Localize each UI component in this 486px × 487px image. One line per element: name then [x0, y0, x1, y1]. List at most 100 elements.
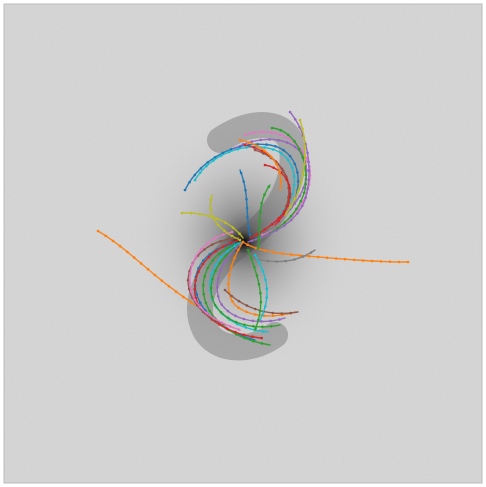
tracing-point — [275, 162, 278, 166]
tracing-point — [253, 265, 256, 269]
tracing-point — [361, 259, 365, 262]
tracing-point — [334, 257, 338, 260]
tracing-point — [234, 246, 238, 250]
tracing-point — [220, 303, 223, 306]
tracing-point — [302, 186, 305, 190]
tracing-point — [277, 216, 281, 220]
tracing-point — [282, 224, 286, 227]
tracing-point — [288, 195, 292, 199]
tracing-point — [293, 202, 297, 205]
tracing-point — [253, 148, 257, 152]
tracing-point — [300, 149, 304, 152]
tracing-point — [223, 229, 226, 233]
tracing-point — [246, 243, 249, 246]
tracing-point — [270, 131, 273, 134]
image-border — [3, 3, 483, 484]
tracing-point — [258, 309, 262, 313]
tracing-point — [293, 162, 297, 166]
tracing-point — [255, 274, 259, 277]
tracing-point — [219, 154, 223, 157]
tracing-point — [263, 163, 267, 167]
tracing-point — [244, 189, 247, 192]
tracing-point — [296, 171, 299, 174]
tracing-point — [298, 125, 301, 129]
tracing-point — [304, 173, 308, 177]
tracing-point — [290, 253, 293, 256]
tracing-line — [216, 241, 286, 323]
tracing-point — [295, 207, 298, 211]
tracing-point — [245, 197, 248, 201]
tracing-point — [188, 180, 191, 184]
tracing-point — [243, 133, 247, 137]
tracing-point — [300, 204, 304, 208]
tracing-point — [245, 310, 248, 314]
tracing-point — [208, 309, 212, 313]
tracing-point — [219, 311, 223, 314]
tracing-point — [216, 277, 220, 280]
tracing-point — [209, 198, 213, 201]
tracing-point — [250, 140, 254, 143]
tracing-point — [217, 323, 221, 326]
tracing-point — [146, 267, 150, 271]
tracing-point — [193, 178, 197, 182]
tracing-point — [287, 133, 290, 137]
tracing-point — [289, 311, 293, 315]
tracing-point — [238, 238, 242, 242]
tracing-line — [209, 194, 241, 241]
tracing-point — [254, 246, 258, 250]
tracing-point — [260, 342, 264, 345]
tracing-point — [287, 137, 290, 140]
tracing-point — [201, 262, 205, 266]
tracing-point — [211, 216, 215, 219]
tracing-point — [209, 207, 212, 210]
tracing-point — [242, 333, 246, 337]
tracing-point — [246, 215, 249, 219]
tracing-point — [193, 287, 196, 291]
tracing-point — [270, 325, 273, 328]
tracing-point — [193, 173, 197, 177]
tracing-point — [303, 154, 307, 157]
tracing-point — [269, 319, 272, 323]
tracing-point — [237, 306, 240, 310]
tracing-point — [213, 236, 217, 240]
tracing-point — [251, 339, 255, 343]
tracing-point — [292, 183, 296, 187]
tracing-point — [263, 146, 266, 149]
tracing-point — [255, 232, 259, 236]
tracing-point — [263, 249, 266, 252]
tracing-line — [227, 241, 296, 317]
tracing-line — [257, 184, 271, 249]
tracing-point — [253, 253, 257, 257]
tracing-point — [262, 152, 265, 155]
tracing-point — [278, 318, 281, 321]
tracing-point — [132, 256, 136, 259]
tracing-point — [267, 233, 270, 236]
tracing-point — [252, 131, 255, 135]
tracing-point — [255, 144, 259, 148]
tracing-point — [243, 336, 246, 340]
tracing-point — [247, 141, 250, 144]
tracing-point — [183, 188, 187, 192]
tracing-point — [286, 158, 290, 161]
tracing-point — [262, 330, 265, 333]
tracing-point — [234, 320, 238, 324]
tracing-point — [290, 166, 294, 169]
tracing-point — [224, 221, 227, 224]
tracing-point — [261, 313, 264, 317]
tracing-point — [96, 229, 100, 233]
tracing-point — [238, 138, 242, 142]
tracing-point — [220, 321, 224, 325]
tracing-point — [298, 147, 301, 151]
tracing-point — [189, 300, 193, 304]
tracing-point — [267, 185, 271, 189]
tracing-point — [258, 228, 261, 232]
tracing-point — [252, 325, 255, 328]
tracing-point — [199, 167, 203, 170]
tracing-point — [272, 166, 275, 169]
tracing-point — [126, 250, 129, 254]
tracing-point — [231, 226, 235, 229]
tracing-point — [193, 298, 197, 302]
tracing-point — [206, 161, 209, 164]
tracing-point — [263, 305, 267, 308]
tracing-point — [189, 272, 192, 276]
